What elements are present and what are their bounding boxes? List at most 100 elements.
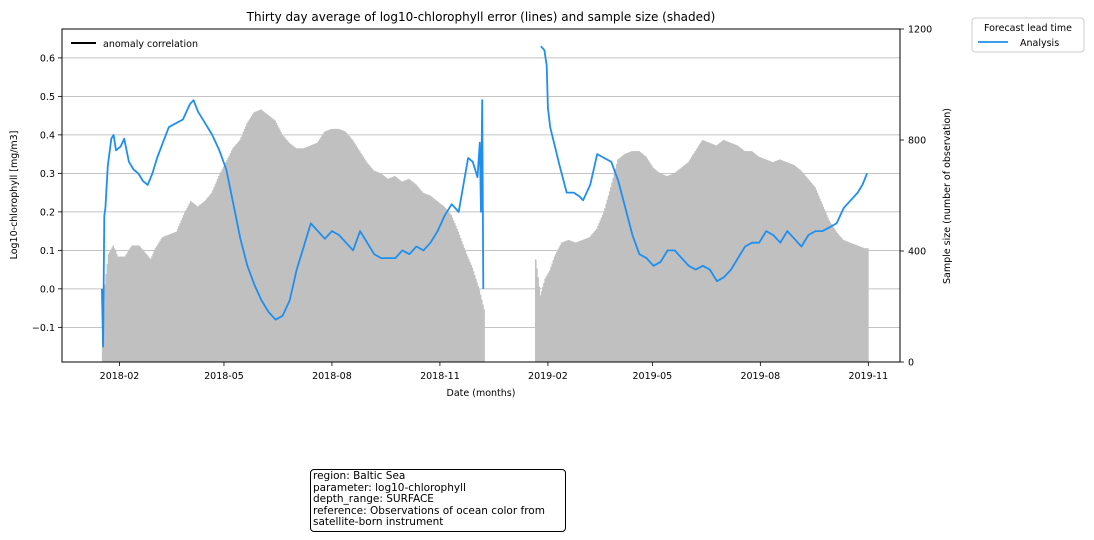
sample-size-bar	[441, 204, 443, 362]
sample-size-bar	[189, 201, 192, 362]
sample-size-bar	[714, 145, 717, 362]
sample-size-bar	[846, 241, 848, 362]
sample-size-bar	[321, 135, 323, 362]
sample-size-bar	[665, 175, 667, 362]
sample-size-bar	[615, 164, 618, 362]
sample-size-bar	[754, 153, 756, 362]
sample-size-bar	[353, 141, 355, 362]
sample-size-bar	[694, 151, 697, 362]
sample-size-bar	[726, 141, 728, 362]
sample-size-bar	[823, 209, 826, 362]
sample-size-bar	[600, 217, 603, 362]
sample-size-bar	[362, 156, 364, 362]
sample-size-bar	[592, 232, 595, 362]
sample-size-bar	[682, 165, 685, 362]
sample-size-bar	[544, 278, 546, 362]
sample-size-bar	[164, 236, 166, 362]
sample-size-bar	[688, 160, 691, 362]
sample-size-bar	[537, 277, 539, 362]
legend-anomaly-label: anomaly correlation	[103, 39, 198, 50]
sample-size-bar	[748, 151, 751, 362]
sample-size-bar	[787, 162, 789, 362]
sample-size-bar	[469, 262, 471, 362]
sample-size-bar	[202, 201, 205, 362]
sample-size-bar	[455, 226, 457, 362]
sample-size-bar	[283, 137, 286, 362]
sample-size-bar	[418, 188, 421, 362]
sample-size-bar	[757, 156, 760, 362]
sample-size-bar	[124, 256, 126, 362]
sample-size-bar	[427, 194, 429, 362]
sample-size-bar	[296, 148, 299, 362]
sample-size-bar	[236, 142, 239, 362]
sample-size-bar	[831, 226, 834, 362]
sample-size-bar	[769, 161, 772, 362]
sample-size-bar	[796, 167, 799, 362]
sample-size-bar	[112, 245, 114, 362]
info-box: region: Baltic Sea parameter: log10-chlo…	[310, 469, 566, 532]
sample-size-bar	[182, 214, 185, 362]
sample-size-bar	[294, 147, 296, 362]
x-tick-label: 2018-05	[204, 371, 244, 382]
sample-size-bar	[765, 159, 767, 362]
sample-size-bar	[644, 155, 646, 362]
sample-size-bar	[390, 177, 393, 362]
sample-size-bar	[777, 159, 780, 362]
sample-size-bar	[405, 179, 408, 362]
sample-size-bar	[424, 193, 427, 362]
x-axis-label: Date (months)	[447, 388, 516, 399]
sample-size-bar	[252, 114, 254, 362]
sample-size-bar	[160, 238, 163, 362]
sample-size-bar	[601, 214, 604, 362]
sample-size-bar	[673, 173, 676, 362]
sample-size-bar	[288, 142, 291, 362]
sample-size-bar	[550, 266, 552, 362]
sample-size-bar	[470, 264, 472, 362]
sample-size-bar	[161, 237, 164, 362]
sample-size-bar	[385, 177, 388, 362]
sample-size-bar	[423, 193, 426, 362]
sample-size-bar	[346, 133, 348, 362]
sample-size-bar	[552, 260, 555, 362]
sample-size-bar	[657, 171, 659, 362]
sample-size-bar	[835, 231, 837, 362]
sample-size-bar	[612, 177, 614, 362]
sample-size-bar	[336, 128, 339, 362]
sample-size-bar	[800, 170, 802, 362]
sample-size-bar	[292, 145, 294, 362]
analysis-line	[540, 45, 868, 283]
sample-size-bar	[735, 145, 738, 362]
sample-size-bar	[231, 150, 233, 362]
x-tick-label: 2019-11	[848, 371, 888, 382]
sample-size-bar	[747, 151, 749, 362]
sample-size-bar	[820, 201, 822, 362]
sample-size-bar	[395, 177, 397, 362]
sample-size-bar	[199, 204, 201, 362]
sample-size-bar	[680, 167, 683, 362]
y2-axis-label: Sample size (number of observation)	[942, 108, 953, 284]
sample-size-bar	[554, 254, 557, 362]
sample-size-bar	[127, 251, 130, 362]
sample-size-bar	[146, 255, 149, 362]
sample-size-bar	[229, 152, 232, 362]
sample-size-bar	[711, 143, 713, 362]
sample-size-bar	[547, 272, 550, 362]
sample-size-bar	[370, 167, 373, 362]
sample-size-bar	[842, 239, 845, 362]
sample-size-bar	[836, 232, 839, 362]
sample-size-bar	[128, 249, 131, 362]
sample-size-bar	[774, 161, 776, 362]
sample-size-bar	[632, 151, 634, 362]
sample-size-bar	[431, 197, 434, 362]
sample-size-bar	[570, 240, 572, 362]
sample-size-bar	[324, 131, 327, 362]
sample-size-bar	[343, 131, 346, 362]
sample-size-bar	[814, 187, 816, 362]
sample-size-bar	[148, 257, 151, 362]
sample-size-bar	[736, 145, 739, 362]
sample-size-bar	[801, 171, 803, 362]
legend-anomaly: anomaly correlation	[71, 39, 198, 50]
sample-size-bar	[802, 173, 805, 362]
sample-size-bar	[574, 242, 577, 362]
sample-size-bar	[715, 145, 718, 362]
